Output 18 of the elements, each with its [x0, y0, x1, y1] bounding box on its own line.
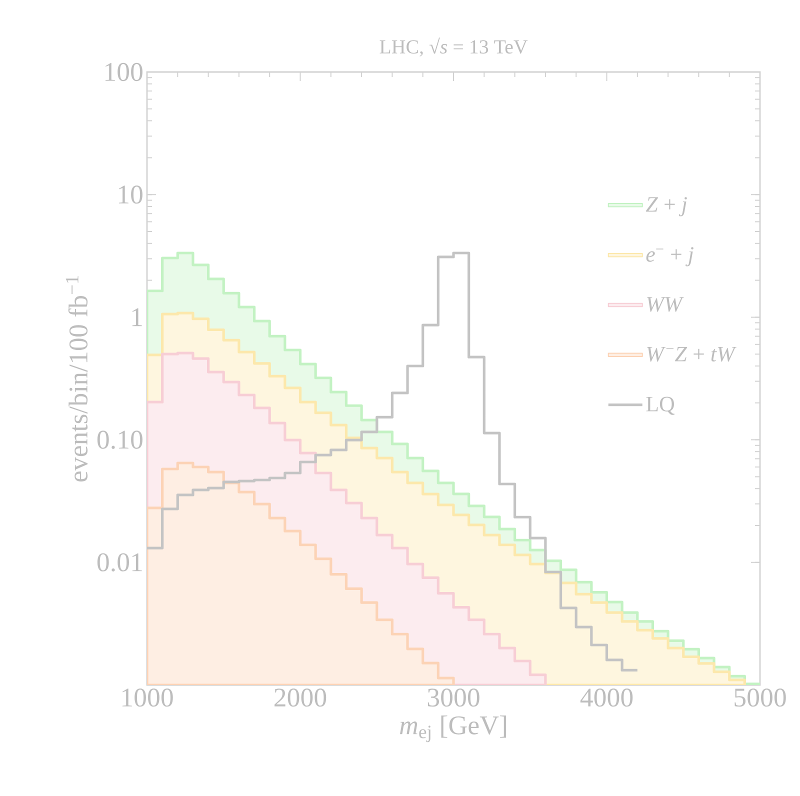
y-tick-label: 10 — [118, 186, 142, 204]
legend-label: e$^{−}$ + j — [646, 247, 694, 266]
x-tick-label: 5000 — [734, 688, 786, 707]
x-tick-label: 1000 — [122, 688, 173, 707]
x-tick-label: 3000 — [428, 688, 480, 707]
x-axis-title: m$_{ej}$ [GeV] — [400, 716, 506, 742]
x-tick-label: 4000 — [580, 688, 633, 707]
y-tick-label: 0.01 — [97, 553, 142, 572]
legend-label: Z + j — [646, 197, 687, 216]
y-tick-label: 0.10 — [97, 430, 142, 449]
legend-label: LQ — [646, 396, 675, 415]
x-tick-label: 2000 — [274, 688, 326, 707]
y-tick-label: 1 — [132, 308, 142, 326]
legend-label: WW — [647, 297, 684, 312]
y-axis-title: events/bin/100 fb$^{−1}$ — [66, 276, 88, 482]
legend-label: W$^{−}$Z + tW — [647, 346, 736, 362]
chart-title: LHC, √s = 13 TeV — [380, 38, 528, 56]
y-tick-label: 100 — [105, 62, 142, 82]
